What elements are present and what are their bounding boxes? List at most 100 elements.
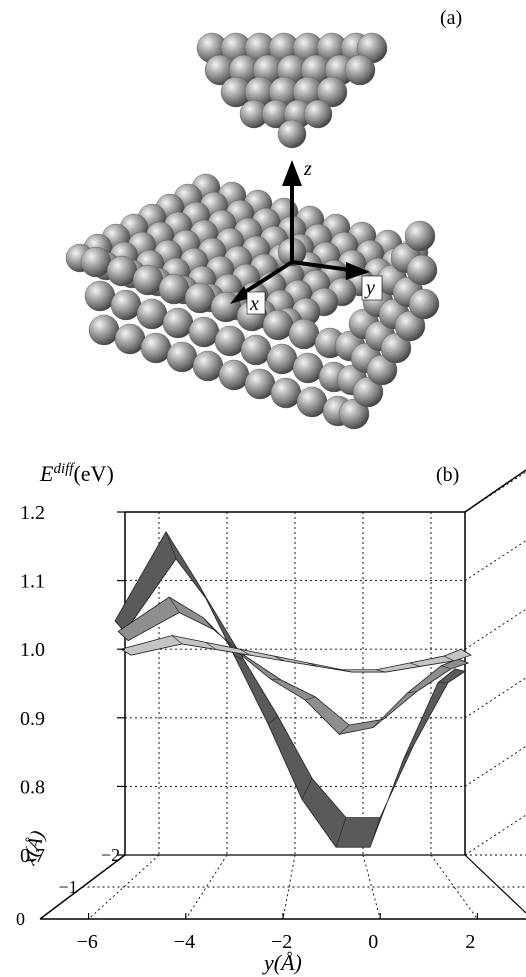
surface-mesh [409, 662, 421, 667]
grid-floor [282, 854, 296, 920]
tip-atom [344, 54, 376, 86]
slab-atom [218, 359, 250, 391]
surface-mesh [441, 665, 452, 670]
tip-atom [277, 119, 307, 149]
depth-axis-ticks: −2 −1 0 [16, 845, 120, 929]
slab-atom [240, 334, 272, 366]
panel-a: z x y (a) [65, 7, 462, 430]
slab-atom [292, 352, 324, 384]
axes-arrows [230, 160, 370, 304]
grid-floor [88, 854, 160, 920]
surface-mesh [239, 648, 251, 656]
surface-mesh [117, 631, 129, 641]
surface-mesh [233, 654, 245, 661]
y-tick-label: −6 [77, 931, 98, 953]
surface-mesh [271, 679, 282, 681]
slab-atom [408, 288, 440, 320]
slab-atom [338, 398, 370, 430]
slab-atom [192, 350, 224, 382]
surface-mesh [202, 617, 214, 630]
surface-mesh [120, 648, 132, 656]
y-tick-label: 2 [465, 931, 475, 953]
surface-mesh [375, 669, 387, 673]
y-tick-label: 0 [368, 931, 378, 953]
surface-mesh [267, 716, 279, 725]
grid-floor [430, 854, 478, 920]
surface-mesh [171, 635, 183, 645]
slab-atom [288, 318, 320, 350]
grid-side [464, 471, 526, 513]
energy-surfaces [114, 530, 472, 848]
slab-atom [214, 325, 246, 357]
slab-atom [162, 307, 194, 339]
surface-mesh [168, 596, 180, 613]
slab-atom [244, 368, 276, 400]
y-arrowhead [346, 262, 370, 280]
surface-mesh [205, 642, 217, 650]
slab-atom [106, 255, 138, 287]
e-axis-title: Ediff(eV) [39, 461, 114, 486]
x-axis-label: x [249, 293, 259, 315]
slab-atom [270, 377, 302, 409]
tip-atom [316, 76, 348, 108]
grid-floor [185, 854, 228, 920]
y-tick-label: −4 [174, 931, 195, 953]
surface-mesh [301, 778, 313, 800]
slab-atom [166, 341, 198, 373]
surface-mesh [199, 586, 211, 605]
z-label-box [302, 159, 320, 179]
e-tick-label: 0.7 [20, 845, 45, 867]
e-tick-label: 1.0 [20, 639, 45, 661]
grid-side [464, 540, 526, 581]
frame-top-depth [464, 469, 526, 513]
surface-mesh [305, 696, 316, 701]
e-axis-title-main: E [39, 461, 54, 486]
surface-mesh [307, 662, 319, 667]
y-tick-label: −2 [271, 931, 292, 953]
energy-surface [119, 635, 472, 673]
z-axis-label: z [303, 158, 312, 180]
surface-mesh [373, 719, 384, 728]
frame-right-depth [464, 854, 526, 914]
depth-tick-label: −1 [59, 877, 78, 897]
grid-floor [362, 854, 381, 920]
e-tick-label: 1.1 [20, 571, 45, 593]
y-axis-ticks: −6 −4 −2 0 2 [77, 913, 478, 953]
e-axis-title-sup: diff [53, 461, 75, 477]
depth-tick-label: −2 [101, 845, 120, 865]
y-axis-arrow [291, 260, 351, 272]
e-tick-label: 0.8 [20, 776, 45, 798]
slab-atom [110, 289, 142, 321]
slab-atom [114, 323, 146, 355]
grid-side [464, 608, 526, 650]
slab-atom [380, 332, 412, 364]
surface-mesh [165, 531, 177, 559]
e-tick-label: 1.2 [20, 502, 45, 524]
surface-mesh [335, 817, 347, 848]
x-label-box [246, 291, 266, 315]
depth-tick-label: 0 [16, 909, 25, 929]
grid-side [464, 677, 526, 719]
panel-a-label: (a) [440, 7, 462, 29]
slab-atom [88, 314, 120, 346]
slab-atom [404, 220, 436, 252]
tip-cluster [196, 32, 388, 149]
surface-mesh [443, 655, 455, 662]
surface-mesh [407, 690, 418, 694]
e-axis-ticks: 1.2 1.1 1.0 0.9 0.8 0.7 [20, 502, 125, 867]
slab-atom [132, 264, 164, 296]
slab-atom [136, 298, 168, 330]
y-axis-title: y(Å) [262, 950, 302, 975]
x-arrowhead [230, 286, 250, 304]
surface-mesh [369, 817, 381, 848]
grid-side [464, 814, 526, 856]
y-axis-label: y [364, 277, 375, 299]
slab-atom [266, 343, 298, 375]
z-arrowhead [282, 160, 302, 186]
surface-mesh [460, 648, 472, 656]
surface-mesh [454, 668, 466, 672]
e-axis-title-unit: (eV) [73, 461, 113, 486]
slab-atom [262, 309, 294, 341]
x-axis-arrow [240, 260, 294, 296]
